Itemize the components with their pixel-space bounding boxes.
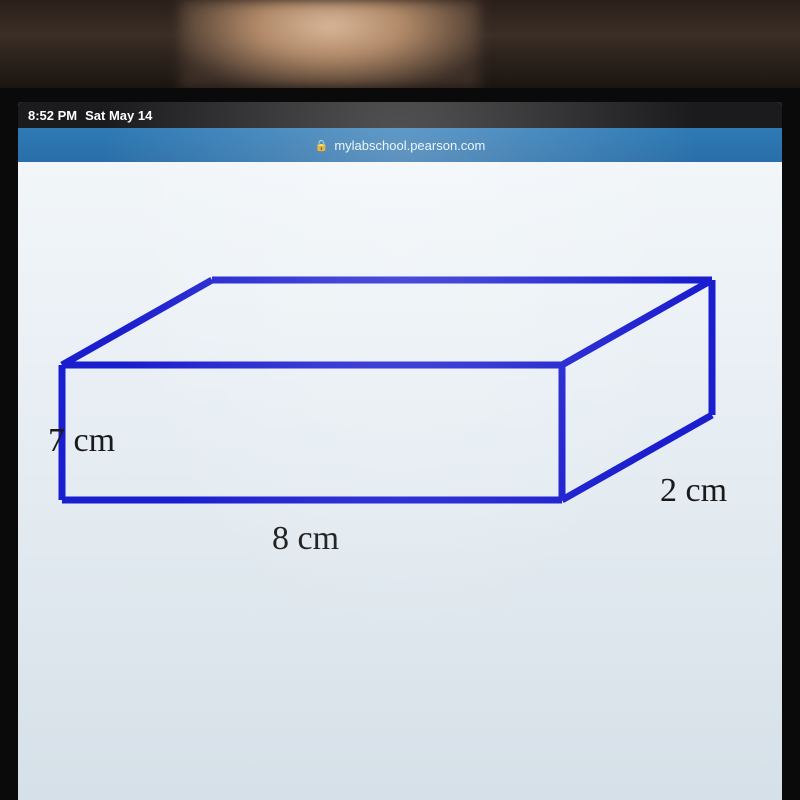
browser-url-bar[interactable]: 🔒 mylabschool.pearson.com	[18, 128, 782, 162]
width-label: 8 cm	[272, 520, 339, 558]
height-label: 7 cm	[48, 422, 115, 460]
status-time: 8:52 PM	[28, 108, 77, 123]
status-bar: 8:52 PM Sat May 14	[18, 102, 782, 128]
page-content: 7 cm 8 cm 2 cm	[18, 162, 782, 800]
tablet-frame: 8:52 PM Sat May 14 🔒 mylabschool.pearson…	[0, 88, 800, 800]
prism-svg	[52, 230, 752, 590]
ambient-photo-background	[0, 0, 800, 88]
browser-url-text: mylabschool.pearson.com	[334, 138, 485, 153]
status-date: Sat May 14	[85, 108, 152, 123]
tablet-screen: 8:52 PM Sat May 14 🔒 mylabschool.pearson…	[18, 102, 782, 800]
rectangular-prism-diagram: 7 cm 8 cm 2 cm	[52, 230, 752, 590]
depth-label: 2 cm	[660, 472, 727, 510]
lock-icon: 🔒	[315, 139, 329, 152]
